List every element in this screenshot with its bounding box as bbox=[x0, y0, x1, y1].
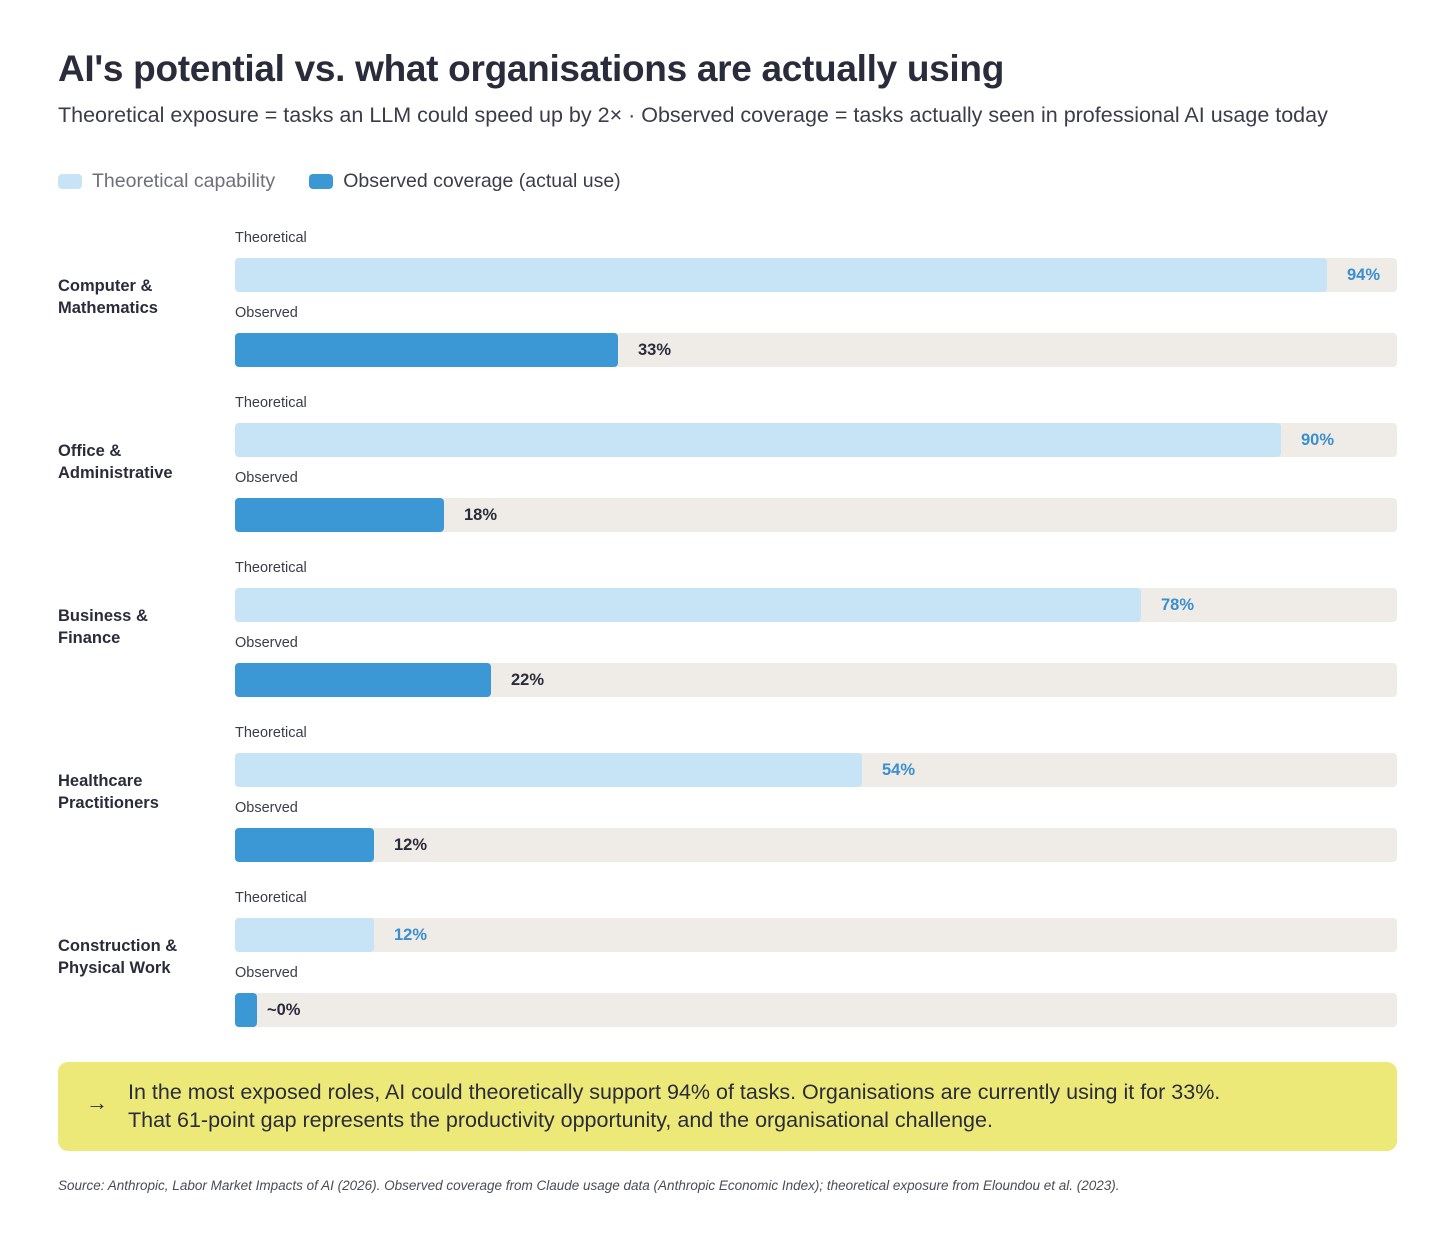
theoretical-value-label: 78% bbox=[1161, 596, 1195, 614]
category-label: Healthcare Practitioners bbox=[58, 772, 159, 812]
legend-label-theoretical: Theoretical capability bbox=[92, 170, 276, 192]
observed-value-label: 22% bbox=[511, 671, 545, 689]
theoretical-bar bbox=[235, 258, 1327, 292]
observed-row-label: Observed bbox=[235, 635, 298, 651]
theoretical-value-label: 90% bbox=[1301, 431, 1335, 449]
theoretical-row-label: Theoretical bbox=[235, 230, 307, 246]
theoretical-row-label: Theoretical bbox=[235, 725, 307, 741]
observed-value-label: 12% bbox=[394, 836, 428, 854]
observed-bar-track: 33% bbox=[235, 333, 1397, 367]
observed-value-label: ~0% bbox=[267, 1001, 301, 1019]
callout-line-2: That 61-point gap represents the product… bbox=[128, 1108, 993, 1132]
theoretical-value-label: 12% bbox=[394, 926, 428, 944]
observed-row-label: Observed bbox=[235, 470, 298, 486]
observed-row-label: Observed bbox=[235, 965, 298, 981]
category-group: Construction & Physical Work Theoretical 1… bbox=[0, 888, 1456, 1053]
observed-bar bbox=[235, 663, 491, 697]
observed-row-label: Observed bbox=[235, 800, 298, 816]
legend-item-observed: Observed coverage (actual use) bbox=[309, 170, 621, 193]
theoretical-bar-track: 12% bbox=[235, 918, 1397, 952]
observed-bar-track: 22% bbox=[235, 663, 1397, 697]
category-group: Healthcare Practitioners Theoretical 54% Ob… bbox=[0, 723, 1456, 888]
theoretical-bar bbox=[235, 423, 1281, 457]
category-label: Construction & Physical Work bbox=[58, 937, 178, 977]
category-label: Office & Administrative bbox=[58, 442, 173, 482]
theoretical-value-label: 54% bbox=[882, 761, 916, 779]
observed-bar bbox=[235, 333, 618, 367]
observed-bar-track: 12% bbox=[235, 828, 1397, 862]
legend: Theoretical capability Observed coverage… bbox=[58, 170, 655, 193]
insight-callout: → In the most exposed roles, AI could th… bbox=[58, 1062, 1397, 1151]
legend-item-theoretical: Theoretical capability bbox=[58, 170, 275, 193]
callout-line-1: In the most exposed roles, AI could theo… bbox=[128, 1080, 1221, 1104]
observed-value-label: 18% bbox=[464, 506, 498, 524]
theoretical-bar-track: 90% bbox=[235, 423, 1397, 457]
category-label: Business & Finance bbox=[58, 607, 148, 647]
observed-bar bbox=[235, 498, 444, 532]
theoretical-bar bbox=[235, 588, 1141, 622]
category-group: Business & Finance Theoretical 78% Observed… bbox=[0, 558, 1456, 723]
chart-subtitle: Theoretical exposure = tasks an LLM coul… bbox=[58, 103, 1328, 127]
theoretical-bar-track: 78% bbox=[235, 588, 1397, 622]
observed-row-label: Observed bbox=[235, 305, 298, 321]
chart-title: AI's potential vs. what organisations ar… bbox=[58, 48, 1005, 89]
observed-bar bbox=[235, 828, 374, 862]
theoretical-row-label: Theoretical bbox=[235, 395, 307, 411]
theoretical-row-label: Theoretical bbox=[235, 560, 307, 576]
arrow-right-icon: → bbox=[86, 1090, 108, 1115]
legend-label-observed: Observed coverage (actual use) bbox=[343, 170, 621, 192]
theoretical-bar-track: 54% bbox=[235, 753, 1397, 787]
theoretical-bar bbox=[235, 918, 374, 952]
callout-text: In the most exposed roles, AI could theo… bbox=[128, 1078, 1378, 1134]
category-group: Office & Administrative Theoretical 90% Obs… bbox=[0, 393, 1456, 558]
category-label: Computer & Mathematics bbox=[58, 277, 158, 317]
legend-swatch-theoretical bbox=[58, 174, 82, 189]
observed-bar bbox=[235, 993, 257, 1027]
theoretical-bar-track: 94% bbox=[235, 258, 1397, 292]
theoretical-row-label: Theoretical bbox=[235, 890, 307, 906]
legend-swatch-observed bbox=[309, 174, 334, 189]
theoretical-bar bbox=[235, 753, 862, 787]
observed-value-label: 33% bbox=[638, 341, 672, 359]
category-group: Computer & Mathematics Theoretical 94% Obse… bbox=[0, 228, 1456, 393]
observed-bar-track: 18% bbox=[235, 498, 1397, 532]
theoretical-value-label: 94% bbox=[1347, 266, 1381, 284]
observed-bar-track: ~0% bbox=[235, 993, 1397, 1027]
source-note: Source: Anthropic, Labor Market Impacts … bbox=[58, 1178, 1120, 1193]
